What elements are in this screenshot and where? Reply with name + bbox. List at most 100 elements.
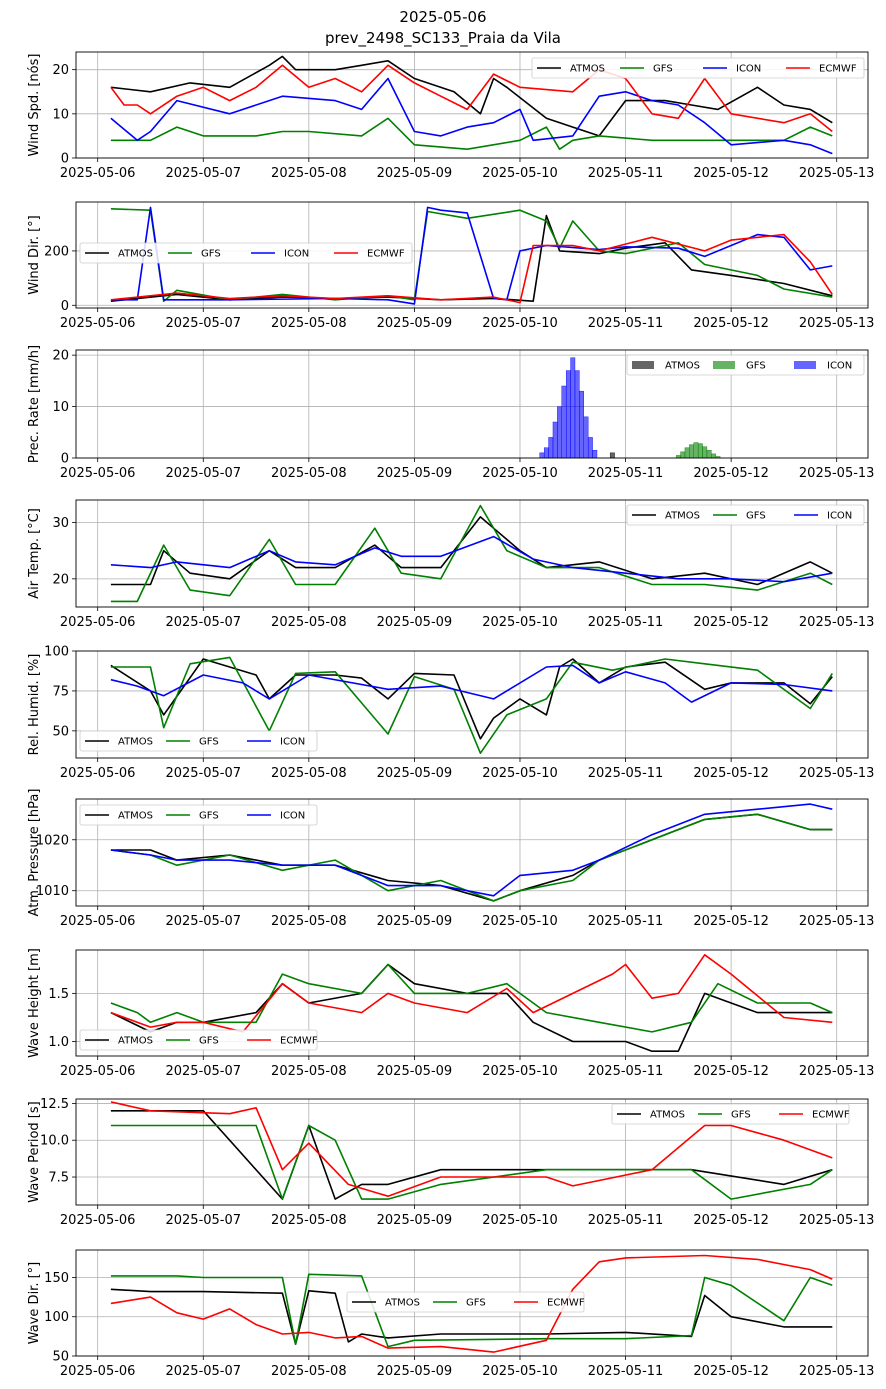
panel-8-xtick-label: 2025-05-11 [588,1213,664,1228]
panel-5-legend [79,730,318,752]
panel-1-legend-label: ATMOS [570,64,605,75]
panel-3-ylabel: Prec. Rate [mm/h] [27,345,42,463]
panel-4-frame [75,499,869,608]
panel-5-legend-label: GFS [199,737,219,748]
panel-3-xtick-label: 2025-05-13 [799,466,875,481]
panel-5-ytick-label: 75 [52,684,69,699]
panel-2-xtick-label: 2025-05-10 [482,316,558,331]
panel-2-frame [75,201,869,309]
panel-8-xtick-label: 2025-05-13 [799,1213,875,1228]
panel-7-legend-label: GFS [199,1036,219,1047]
panel-9-series-gfs [110,1273,833,1348]
panel-4-ylabel: Air Temp. [°C] [27,508,42,599]
panel-5-xtick-label: 2025-05-09 [377,766,453,781]
panel-3-ytick-label: 0 [61,452,69,467]
panel-2-ytick-label: 0 [61,299,69,314]
panel-1-legend-label: GFS [653,64,673,75]
panel-2-legend-label: ECMWF [367,249,405,260]
panel-5-frame [75,650,869,759]
panel-9-legend-label: ECMWF [547,1298,585,1309]
panel-4-series-icon [110,535,833,583]
panel-8-legend-label: GFS [731,1110,751,1121]
panel-5-xtick-label: 2025-05-11 [588,766,664,781]
panel-9-frame [75,1249,869,1357]
panel-1-frame [75,51,869,159]
panel-1-xtick-label: 2025-05-12 [693,166,769,181]
panel-6-xtick-label: 2025-05-09 [377,914,453,929]
panel-8-xtick-label: 2025-05-12 [693,1213,769,1228]
panel-3-legend-label: ICON [827,361,852,372]
panel-2-series-atmos [110,214,833,303]
panel-3-bar-gfs [689,444,694,459]
panel-2-xtick-label: 2025-05-12 [693,316,769,331]
panel-3-legend-label: GFS [746,361,766,372]
panel-1-xtick-label: 2025-05-10 [482,166,558,181]
panel-2-ytick-label: 200 [44,244,69,259]
panel-6-series-icon [110,803,833,897]
panel-6-legend-label: ATMOS [118,811,153,822]
panel-4-xtick-label: 2025-05-09 [377,615,453,630]
panel-3-bar-icon [587,437,593,459]
panel-4-legend-label: ATMOS [665,511,700,522]
panel-8-xtick-label: 2025-05-10 [482,1213,558,1228]
panel-1-xtick-label: 2025-05-11 [588,166,664,181]
panel-5-xtick-label: 2025-05-06 [60,766,136,781]
panel-4-xtick-label: 2025-05-12 [693,615,769,630]
panel-7-legend-label: ATMOS [118,1036,153,1047]
panel-1-legend-label: ECMWF [819,64,857,75]
panel-2-xtick-label: 2025-05-11 [588,316,664,331]
panel-3-xtick-label: 2025-05-12 [693,466,769,481]
panel-4-xtick-label: 2025-05-13 [799,615,875,630]
panel-5-series-icon [110,664,833,703]
panel-7-xtick-label: 2025-05-06 [60,1064,136,1079]
panel-3-frame [75,349,869,459]
panel-5-xtick-label: 2025-05-10 [482,766,558,781]
panel-3-xtick-label: 2025-05-11 [588,466,664,481]
panel-3-bar-icon [557,406,562,459]
panel-1-ylabel: Wind Spd. [nós] [27,54,42,157]
panel-3-bar-icon [565,370,571,459]
panel-9-xtick-label: 2025-05-09 [377,1364,453,1379]
panel-1-xtick-label: 2025-05-06 [60,166,136,181]
panel-7-legend-label: ECMWF [280,1036,318,1047]
panel-5-xtick-label: 2025-05-13 [799,766,875,781]
panel-2-series-icon [110,206,833,305]
panel-5-ylabel: Rel. Humid. [%] [27,654,42,756]
panel-8-series-ecmwf [110,1101,833,1197]
panel-2-legend-label: ICON [284,249,309,260]
panel-8-frame [75,1098,869,1206]
panel-7-ytick-label: 1.5 [48,987,69,1002]
panel-1-xtick-label: 2025-05-07 [165,166,241,181]
panel-3-xtick-label: 2025-05-08 [271,466,347,481]
panel-6-xtick-label: 2025-05-11 [588,914,664,929]
panel-4-legend-label: ICON [827,511,852,522]
panel-8-xtick-label: 2025-05-08 [271,1213,347,1228]
panel-9-xtick-label: 2025-05-11 [588,1364,664,1379]
panel-3-bar-gfs [711,453,716,459]
panel-2-legend [79,242,413,264]
panel-8-legend-label: ECMWF [812,1110,850,1121]
panel-8-ytick-label: 10.0 [40,1134,69,1149]
panel-1-series-ecmwf [110,64,833,133]
panel-9-xtick-label: 2025-05-06 [60,1364,136,1379]
panel-1-xtick-label: 2025-05-13 [799,166,875,181]
panel-3-legend-swatch [632,361,654,369]
panel-9-ytick-label: 150 [44,1271,69,1286]
panel-9-xtick-label: 2025-05-08 [271,1364,347,1379]
panel-3-bar-gfs [693,442,699,459]
panel-7-xtick-label: 2025-05-09 [377,1064,453,1079]
panel-8-xtick-label: 2025-05-07 [165,1213,241,1228]
panel-6-ytick-label: 1020 [36,833,69,848]
panel-6-xtick-label: 2025-05-07 [165,914,241,929]
panel-2-series-ecmwf [110,233,833,304]
panel-5-legend-label: ATMOS [118,737,153,748]
panel-6-legend-label: GFS [199,811,219,822]
panel-7-xtick-label: 2025-05-10 [482,1064,558,1079]
panel-4-series-gfs [110,504,833,603]
panel-6-xtick-label: 2025-05-12 [693,914,769,929]
panel-9-ytick-label: 50 [52,1350,69,1365]
panel-7-ytick-label: 1.0 [48,1035,69,1050]
panel-6-xtick-label: 2025-05-08 [271,914,347,929]
panel-6-ylabel: Atm. Pressure [hPa] [27,789,42,917]
